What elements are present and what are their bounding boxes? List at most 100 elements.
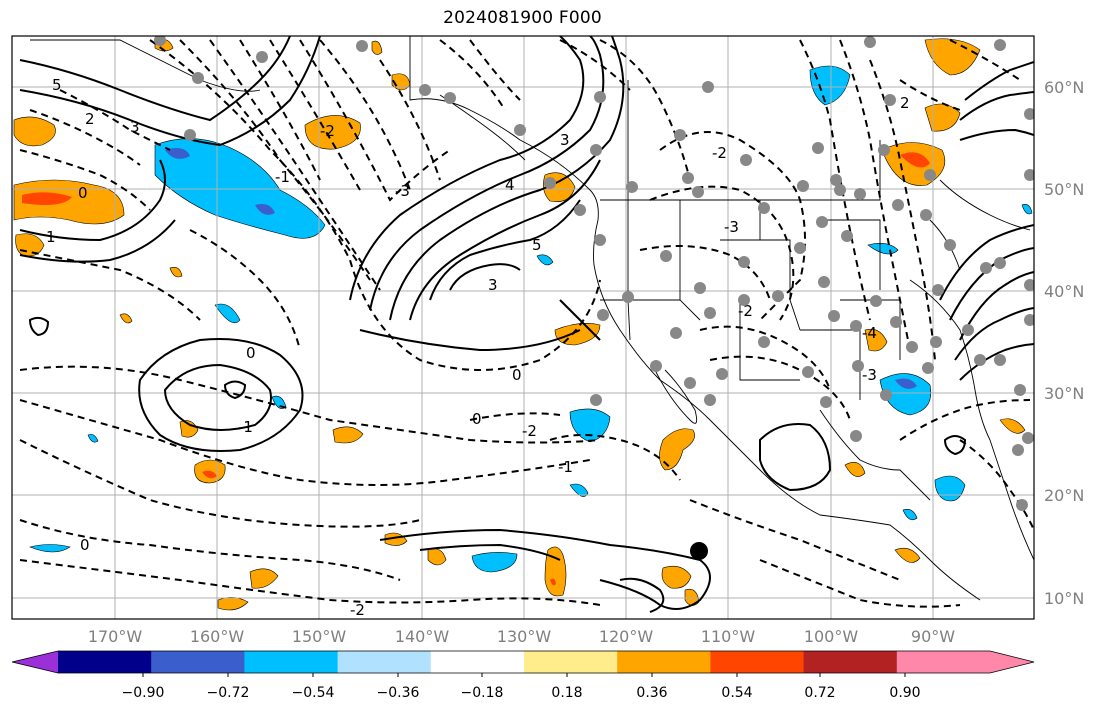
colorbar-outline (11, 650, 1035, 674)
contour-label: -3 (395, 182, 410, 200)
positive-fill-area (249, 568, 279, 589)
lon-tick-label: 130°W (497, 627, 552, 646)
latitude-labels: 60°N 50°N 40°N 30°N 20°N 10°N (1044, 78, 1084, 608)
contour-label: 2 (85, 110, 95, 128)
dashed-contours (19, 39, 1034, 608)
longitude-labels: 170°W 160°W 150°W 140°W 130°W 120°W 110°… (88, 627, 955, 646)
contour-label: 2 (900, 94, 910, 112)
negative-fill-area (536, 254, 554, 266)
contour-label: 0 (246, 344, 256, 362)
lon-tick-label: 90°W (911, 627, 955, 646)
colorbar: −0.90 −0.72 −0.54 −0.36 −0.18 0.18 0.36 0.54 0.7… (11, 650, 1035, 701)
positive-fill-area (544, 546, 567, 597)
negative-fill-area (471, 552, 518, 573)
contour-label: -2 (712, 144, 727, 162)
map-title: 2024081900 F000 (443, 8, 602, 28)
contour-label: 0 (512, 366, 522, 384)
colorbar-segment (337, 651, 432, 673)
lon-tick-label: 150°W (292, 627, 347, 646)
lon-tick-label: 160°W (190, 627, 245, 646)
colorbar-extend-min (12, 651, 58, 673)
positive-fill-area (13, 179, 125, 225)
positive-fill-area (169, 267, 183, 278)
negative-fill-area (879, 373, 932, 416)
lat-tick-label: 60°N (1044, 78, 1084, 97)
contour-label: -2 (738, 302, 753, 320)
positive-fill-area (659, 428, 695, 471)
contour-label: 3 (488, 276, 498, 294)
colorbar-segment (896, 651, 990, 673)
contour-label: -3 (724, 218, 739, 236)
negative-fill-area (902, 509, 918, 521)
colorbar-tick-label: −0.72 (207, 685, 250, 701)
colorbar-tick-label: 0.18 (551, 685, 582, 701)
lat-tick-label: 40°N (1044, 282, 1084, 301)
positive-fill-area (13, 116, 56, 147)
colorbar-segment (430, 651, 525, 673)
contour-label: 5 (52, 76, 62, 94)
lon-tick-label: 120°W (599, 627, 654, 646)
positive-fill-area (864, 328, 888, 352)
lon-tick-label: 170°W (88, 627, 143, 646)
positive-fill-area (550, 578, 556, 586)
negative-fill-area (165, 148, 190, 159)
contour-label: 5 (532, 236, 542, 254)
negative-fill-area (809, 65, 851, 106)
colorbar-tick-label: −0.90 (122, 685, 165, 701)
colorbar-segment (803, 651, 898, 673)
colorbar-segment (151, 651, 245, 673)
station-dots (154, 36, 1034, 511)
positive-fill-area (844, 462, 866, 477)
location-marker (690, 542, 708, 560)
colorbar-tick-label: −0.18 (461, 685, 504, 701)
positive-fill-area (684, 588, 700, 606)
lon-tick-label: 100°W (804, 627, 859, 646)
contour-label: 1 (46, 228, 56, 246)
negative-fill-area (255, 204, 275, 215)
positive-fill-area (202, 470, 217, 479)
colorbar-tick-label: 0.36 (636, 685, 667, 701)
positive-fill-area (119, 313, 133, 324)
positive-fill-area (661, 565, 692, 589)
contour-label: 3 (130, 118, 140, 136)
positive-fill-area (22, 192, 72, 205)
positive-fill-area (332, 426, 364, 444)
positive-fill-area (900, 152, 930, 168)
lat-tick-label: 50°N (1044, 180, 1084, 199)
contour-label: 0 (78, 184, 88, 202)
colorbar-tick-label: −0.54 (292, 685, 335, 701)
contour-label: -2 (320, 122, 335, 140)
colorbar-tick-label: 0.72 (804, 685, 835, 701)
negative-fill-area (895, 378, 917, 389)
colorbar-tick-label: −0.36 (377, 685, 420, 701)
contour-label: -3 (862, 366, 877, 384)
contour-labels: 5 3 2 1 0 -2 -3 -1 3 4 5 3 0 -2 -1 0 -2 … (46, 76, 910, 619)
positive-fill-area (924, 103, 961, 132)
colorbar-segment (58, 651, 152, 673)
contour-label: -2 (350, 601, 365, 619)
lon-tick-label: 110°W (701, 627, 756, 646)
plot-frame (11, 35, 1035, 620)
positive-fill-area (179, 420, 199, 438)
contour-label: -2 (522, 422, 537, 440)
lon-tick-label: 140°W (395, 627, 450, 646)
colorbar-segment (617, 651, 711, 673)
negative-fill-area (569, 408, 611, 443)
colorbar-segment (524, 651, 618, 673)
positive-fill-area (999, 418, 1026, 434)
contour-label: -1 (238, 418, 253, 436)
colorbar-tick-label: 0.90 (889, 685, 920, 701)
negative-fill-area (569, 483, 589, 497)
colorbar-extend-max (990, 651, 1034, 673)
colorbar-segment (244, 651, 339, 673)
colorbar-segment (710, 651, 805, 673)
negative-fill-area (87, 433, 99, 443)
colorbar-tick-label: 0.54 (721, 685, 752, 701)
contour-label: 0 (472, 410, 482, 428)
contour-label: 4 (505, 176, 515, 194)
contour-label: -1 (275, 168, 290, 186)
positive-fill-area (371, 40, 383, 55)
lat-tick-label: 10°N (1044, 589, 1084, 608)
contour-label: -1 (558, 458, 573, 476)
